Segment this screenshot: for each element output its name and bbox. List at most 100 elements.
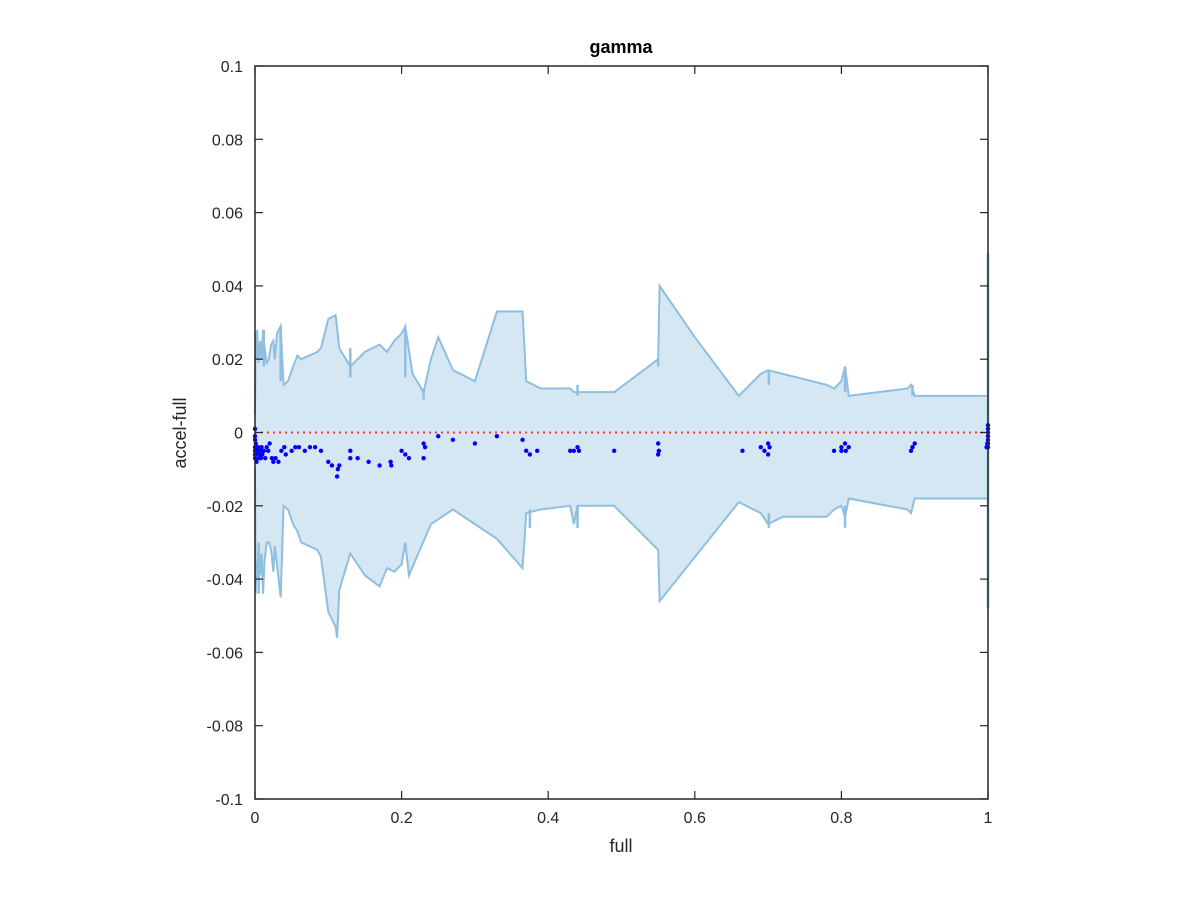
y-tick-label: -0.04: [207, 572, 244, 589]
data-point: [494, 433, 500, 439]
data-point: [283, 452, 288, 457]
data-point: [255, 444, 261, 450]
band-upper-edge: [254, 282, 988, 415]
data-point: [656, 448, 662, 454]
data-point: [348, 455, 353, 461]
data-point: [335, 466, 341, 472]
data-point: [263, 455, 268, 461]
data-point: [289, 448, 294, 454]
data-point: [337, 463, 342, 468]
data-point: [843, 448, 848, 454]
x-tick-label: 1: [984, 810, 993, 827]
data-point: [762, 448, 767, 454]
data-point: [348, 448, 353, 454]
data-point: [421, 441, 426, 446]
axis-ticks: 0 0.2 0.4 0.6 0.8 1 0.1 0.08 0.06 0.04 0.02 0 -0.02 -…: [207, 59, 993, 827]
y-tick-label: 0.02: [212, 352, 243, 369]
band-area: [255, 285, 988, 638]
x-tick-label: 0.2: [390, 810, 412, 827]
data-point: [267, 441, 272, 446]
data-point: [296, 444, 302, 450]
data-point: [399, 448, 404, 454]
data-point: [257, 448, 263, 454]
y-tick-label: 0.04: [212, 279, 243, 296]
data-point: [302, 448, 308, 454]
x-tick-label: 0: [251, 810, 260, 827]
x-tick-label: 0.8: [830, 810, 852, 827]
data-point: [767, 444, 772, 450]
y-tick-label: -0.1: [215, 792, 243, 809]
data-point: [312, 444, 318, 450]
data-point: [421, 455, 426, 461]
y-axis-label: accel-full: [170, 397, 190, 468]
data-point: [279, 448, 284, 454]
data-point: [535, 448, 540, 454]
y-tick-label: 0.1: [221, 59, 243, 76]
data-point: [912, 441, 917, 446]
y-tick-label: 0.08: [212, 132, 243, 149]
data-point: [524, 448, 529, 454]
data-point: [366, 459, 371, 465]
x-tick-label: 0.4: [537, 810, 559, 827]
data-point: [264, 444, 269, 450]
data-point: [282, 444, 287, 450]
data-point: [831, 448, 837, 454]
data-point: [839, 448, 844, 454]
data-point: [406, 455, 412, 461]
confidence-band: [254, 282, 988, 638]
data-point: [329, 463, 335, 468]
data-point: [571, 448, 577, 454]
x-tick-label: 0.6: [684, 810, 706, 827]
data-point: [293, 444, 298, 450]
data-point: [258, 455, 264, 461]
chart-title: gamma: [589, 37, 653, 57]
data-point: [765, 452, 771, 457]
scatter-points: [252, 422, 991, 479]
data-point: [377, 463, 382, 468]
data-point: [318, 448, 324, 454]
data-point: [265, 448, 271, 454]
data-point: [842, 441, 848, 446]
data-point: [908, 448, 914, 454]
data-point: [259, 444, 264, 450]
data-point: [575, 444, 580, 450]
data-point: [450, 437, 456, 443]
data-point: [655, 441, 661, 446]
y-tick-label: 0.06: [212, 206, 243, 223]
data-point: [655, 452, 661, 457]
data-point: [273, 455, 278, 461]
data-point: [472, 441, 478, 446]
data-point: [839, 444, 844, 450]
data-point: [326, 459, 331, 465]
y-tick-label: -0.08: [207, 719, 244, 736]
data-point: [334, 474, 340, 479]
data-point: [910, 444, 915, 450]
data-point: [740, 448, 745, 454]
data-point: [261, 448, 266, 454]
data-point: [567, 448, 573, 454]
y-tick-label: 0: [234, 426, 243, 443]
data-point: [269, 455, 275, 461]
data-point: [846, 444, 851, 450]
data-point: [611, 448, 617, 454]
data-point: [422, 444, 428, 450]
y-tick-label: -0.06: [207, 645, 244, 662]
data-point: [260, 452, 265, 457]
data-point: [388, 459, 393, 465]
data-point: [576, 448, 582, 454]
data-point: [758, 444, 763, 450]
data-point: [520, 437, 525, 443]
data-point: [355, 455, 360, 461]
data-point: [389, 463, 394, 468]
data-point: [527, 452, 533, 457]
x-axis-label: full: [609, 836, 632, 856]
data-point: [307, 444, 313, 450]
band-lower-edge: [254, 469, 988, 638]
y-tick-label: -0.02: [207, 499, 244, 516]
data-point: [765, 441, 771, 446]
data-point: [271, 459, 276, 465]
data-point: [436, 433, 441, 439]
data-point: [276, 459, 281, 465]
data-point: [403, 452, 408, 457]
